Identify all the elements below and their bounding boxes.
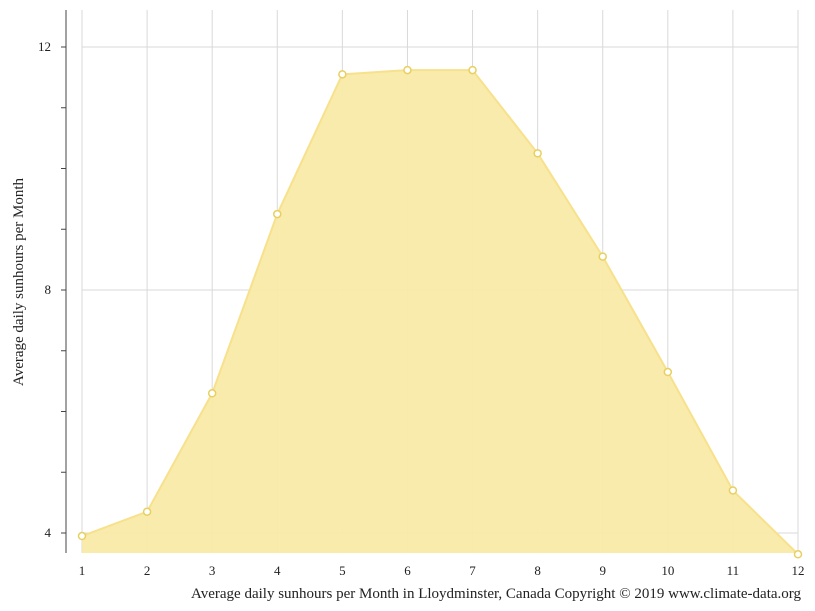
x-tick-label-6: 6: [404, 563, 411, 578]
data-point-month-10: [663, 367, 673, 377]
data-point-month-8: [533, 149, 542, 158]
data-point-month-1: [77, 531, 87, 541]
y-tick-label-8: 8: [45, 282, 52, 297]
data-point-month-11: [728, 486, 738, 495]
data-point-month-5: [338, 70, 347, 79]
x-tick-label-3: 3: [209, 563, 216, 578]
data-point-month-3: [207, 389, 217, 398]
x-tick-label-8: 8: [534, 563, 541, 578]
area-series: [81, 69, 799, 555]
data-point-month-6: [403, 65, 412, 75]
axes: [61, 10, 67, 553]
x-tick-label-10: 10: [661, 563, 674, 578]
x-tick-label-2: 2: [144, 563, 151, 578]
x-tick-label-4: 4: [274, 563, 281, 578]
data-point-month-12: [793, 550, 803, 559]
area-fill: [82, 70, 798, 555]
x-tick-label-1: 1: [79, 563, 86, 578]
x-tick-label-9: 9: [599, 563, 606, 578]
data-markers: [77, 65, 803, 559]
data-point-month-9: [598, 252, 607, 261]
y-tick-label-12: 12: [38, 39, 51, 54]
data-point-month-7: [468, 65, 477, 75]
y-axis-label: Average daily sunhours per Month: [11, 178, 27, 387]
x-tick-label-5: 5: [339, 563, 346, 578]
chart-caption: Average daily sunhours per Month in Lloy…: [191, 586, 801, 602]
data-point-month-4: [273, 209, 282, 219]
data-point-month-2: [142, 507, 152, 516]
series-line: [81, 69, 799, 555]
y-tick-label-4: 4: [45, 525, 52, 540]
x-tick-label-11: 11: [727, 563, 740, 578]
x-tick-label-12: 12: [792, 563, 805, 578]
x-tick-label-7: 7: [469, 563, 476, 578]
